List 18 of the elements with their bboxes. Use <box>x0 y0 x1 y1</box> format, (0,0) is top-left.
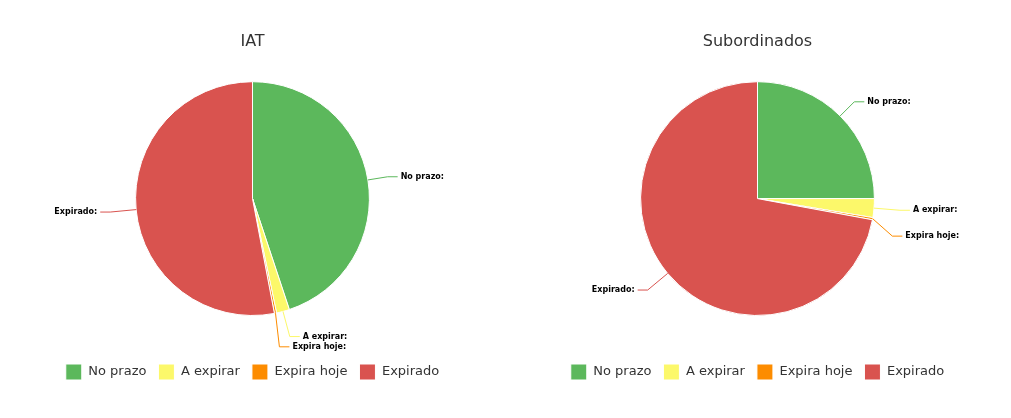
legend-label: No prazo <box>593 363 652 379</box>
data-label: A expirar: <box>912 205 958 215</box>
legend-label: Expira hoje <box>779 363 853 379</box>
legend-label: Expirado <box>886 363 945 379</box>
data-label: No prazo: <box>400 171 445 181</box>
data-label: Expira hoje: <box>905 231 960 241</box>
chart-title: Subordinados <box>702 30 813 50</box>
chart-title: IAT <box>240 30 265 50</box>
legend-label: No prazo <box>88 363 147 379</box>
data-label: Expirado: <box>591 285 635 295</box>
data-label: A expirar: <box>302 331 348 341</box>
legend-label: Expirado <box>381 363 440 379</box>
data-label: No prazo: <box>867 96 911 106</box>
legend-label: A expirar <box>685 363 746 379</box>
data-label: Expirado: <box>54 207 98 217</box>
data-label: Expira hoje: <box>292 341 347 351</box>
legend-label: A expirar <box>180 363 241 379</box>
legend-label: Expira hoje <box>274 363 348 379</box>
